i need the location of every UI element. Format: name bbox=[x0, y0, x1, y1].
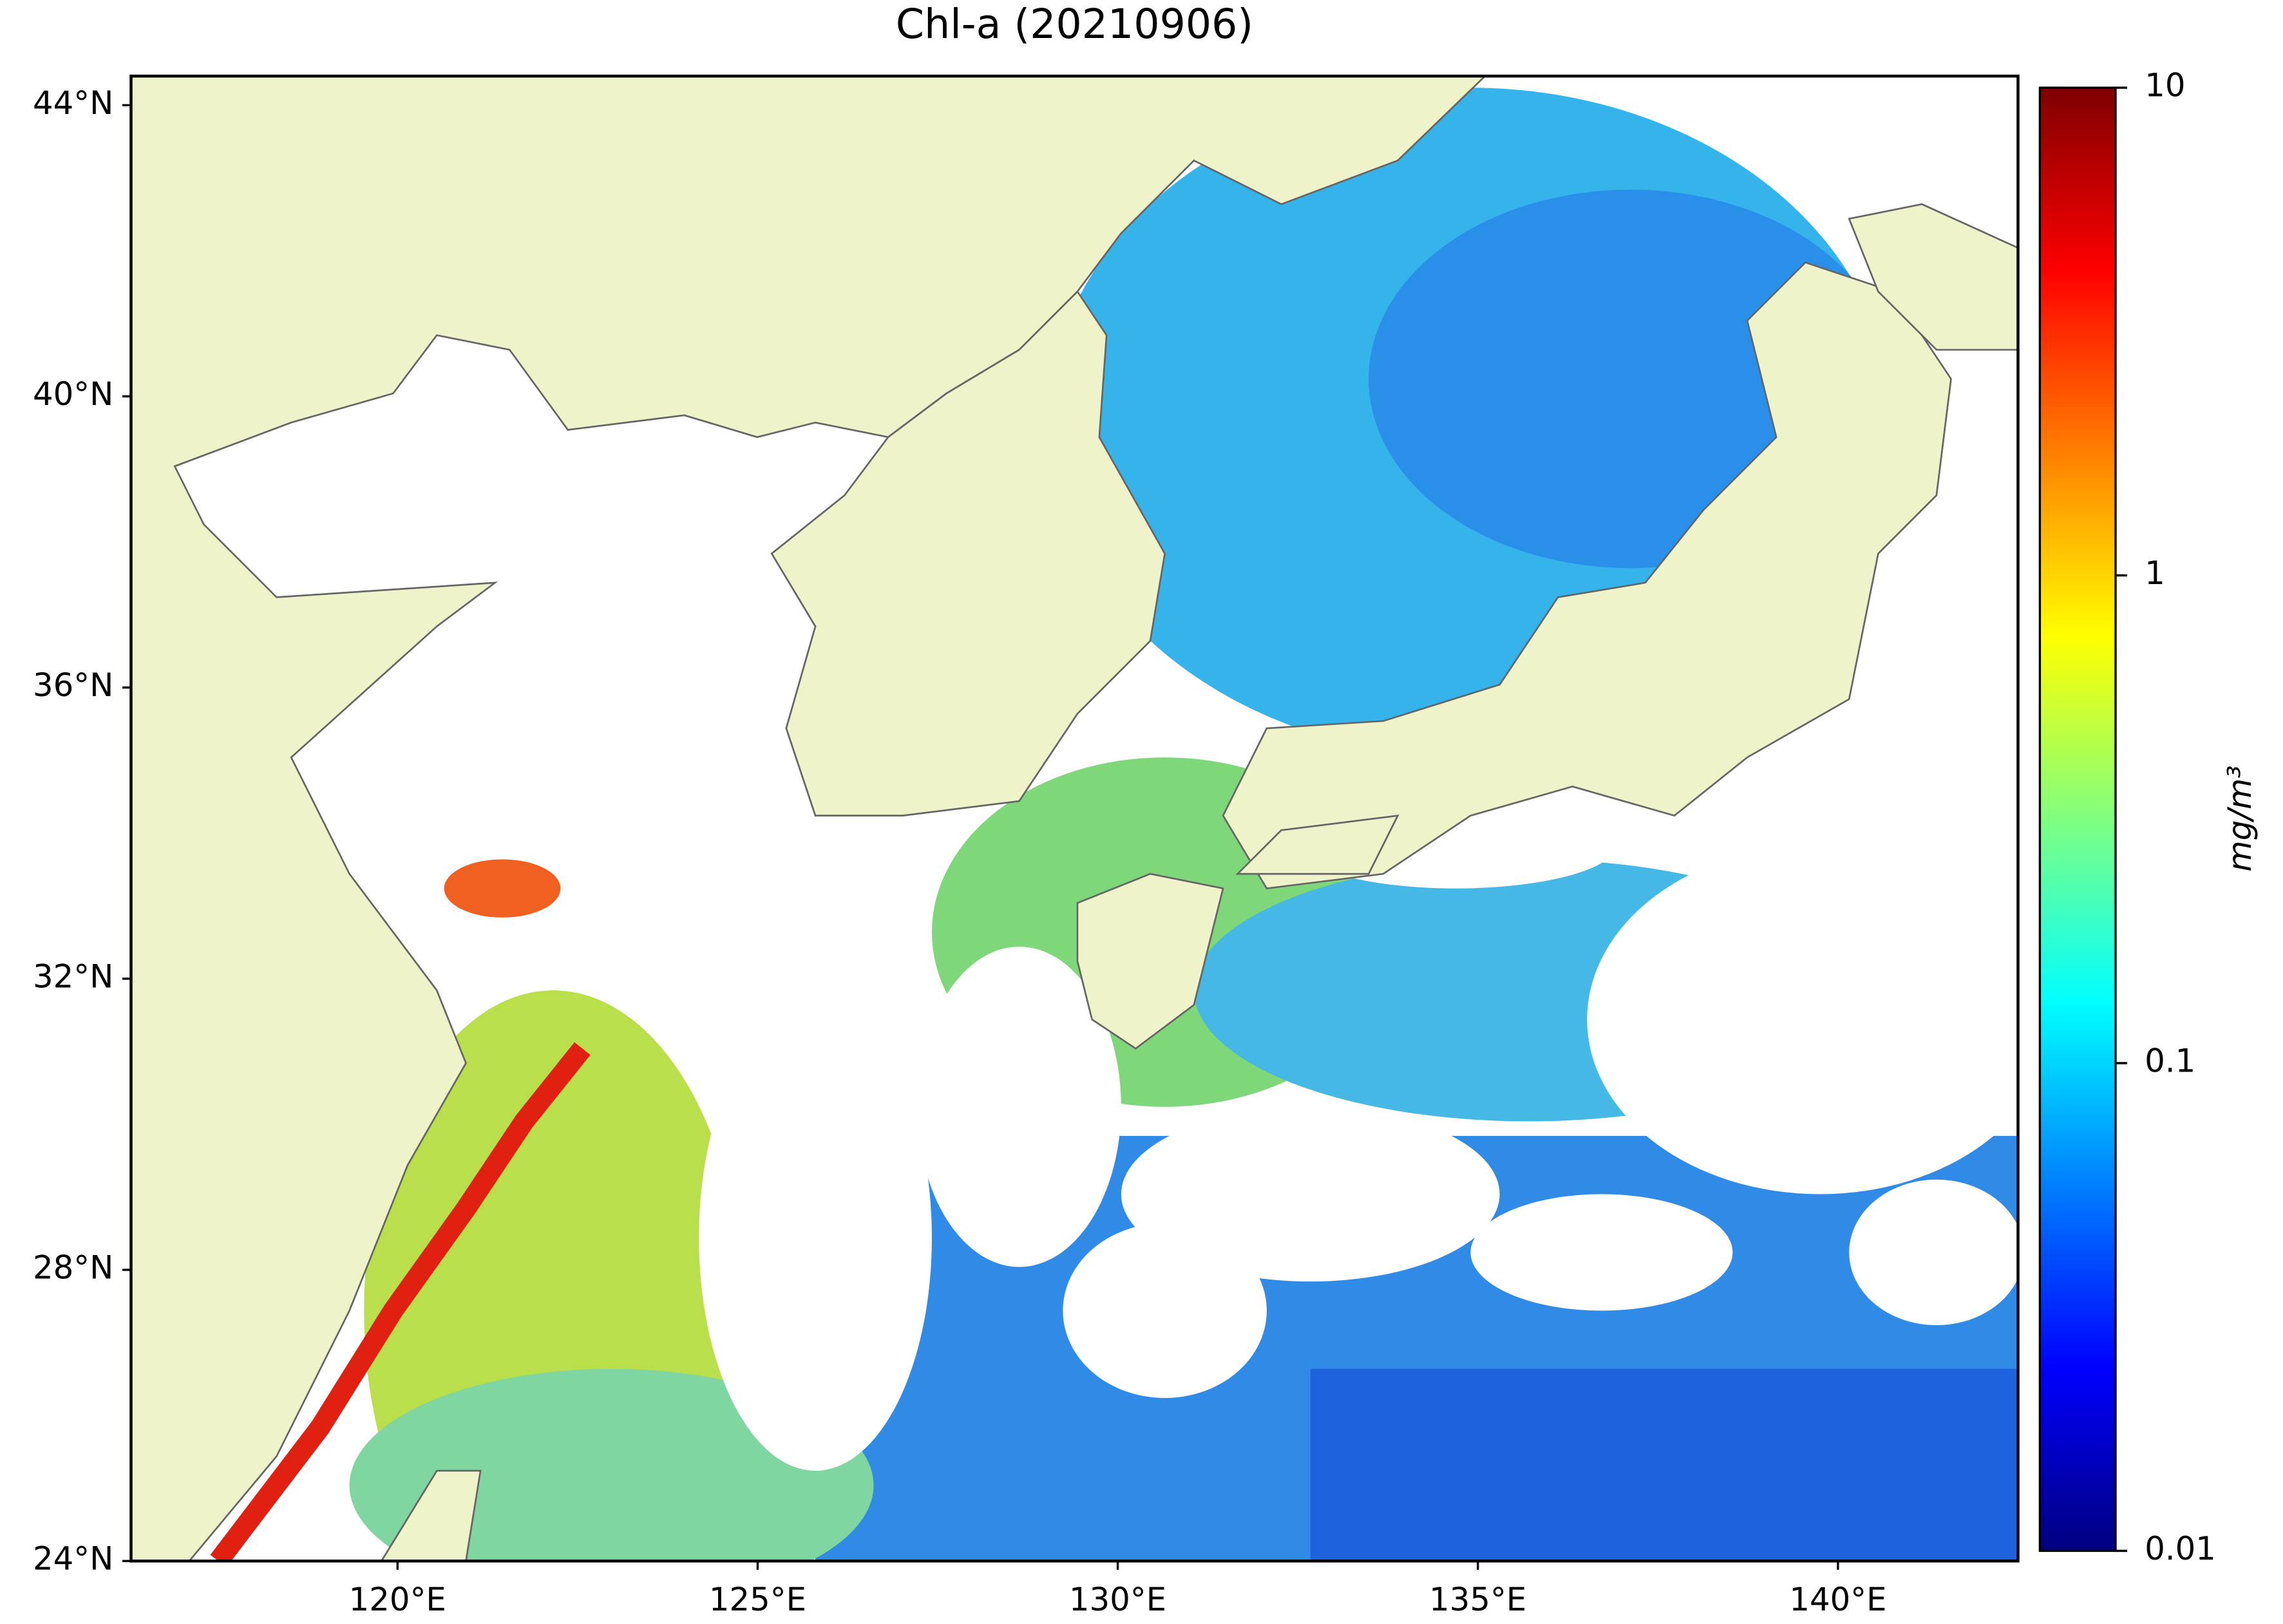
y-tick-label: 36°N bbox=[33, 666, 113, 704]
plot-frame bbox=[129, 74, 2020, 1563]
clouds bbox=[699, 801, 2018, 1471]
x-tick-label: 130°E bbox=[1069, 1581, 1166, 1618]
y-tick-label: 44°N bbox=[33, 84, 113, 122]
yangtze-high-chl bbox=[444, 859, 561, 918]
map-area bbox=[131, 76, 2018, 1562]
y-tick-label: 28°N bbox=[33, 1249, 113, 1287]
x-tick-label: 125°E bbox=[709, 1581, 806, 1618]
y-tick-label: 32°N bbox=[33, 958, 113, 995]
colorbar-tick-label: 0.01 bbox=[2145, 1530, 2216, 1567]
colorbar bbox=[2038, 86, 2117, 1553]
colorbar-tick-label: 1 bbox=[2145, 554, 2165, 592]
coastal-high-chl bbox=[210, 1042, 591, 1562]
colorbar-tick-label: 0.1 bbox=[2145, 1042, 2195, 1079]
x-tick-label: 140°E bbox=[1789, 1581, 1886, 1618]
y-tick-label: 40°N bbox=[33, 375, 113, 413]
colorbar-label: mg/m³ bbox=[2221, 766, 2259, 872]
land bbox=[131, 76, 2018, 1562]
southern-sea-low-chl bbox=[1310, 1368, 2018, 1562]
colorbar-tick-label: 10 bbox=[2145, 67, 2185, 104]
chart-title: Chl-a (20210906) bbox=[896, 0, 1253, 48]
x-tick-label: 135°E bbox=[1429, 1581, 1526, 1618]
x-tick-label: 120°E bbox=[349, 1581, 446, 1618]
y-tick-label: 24°N bbox=[33, 1540, 113, 1578]
